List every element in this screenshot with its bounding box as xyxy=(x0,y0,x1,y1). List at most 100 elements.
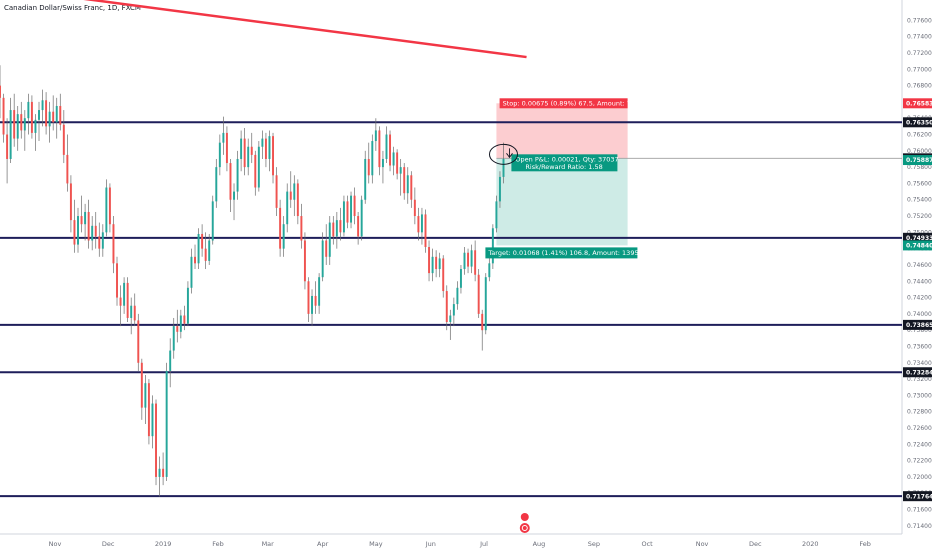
candle-down xyxy=(140,362,143,408)
x-tick-label: Apr xyxy=(317,540,329,548)
candle-up xyxy=(502,158,505,177)
candle-down xyxy=(467,252,470,267)
candle-up xyxy=(438,258,441,270)
candle-down xyxy=(126,282,129,318)
candle-up xyxy=(498,176,501,202)
candle-down xyxy=(325,240,328,257)
candle-down xyxy=(296,183,299,217)
event-marker-icon xyxy=(519,523,530,533)
candle-up xyxy=(9,110,12,159)
candle-down xyxy=(279,207,282,249)
candle-down xyxy=(69,183,72,221)
level-price-tag xyxy=(903,117,932,128)
candle-down xyxy=(424,214,427,248)
candle-down xyxy=(52,111,55,123)
candle-down xyxy=(229,163,232,200)
candle-up xyxy=(470,250,473,267)
price-tag-label: 0.76583 xyxy=(906,100,932,107)
candle-up xyxy=(233,191,235,200)
y-tick-label: 0.71400 xyxy=(907,523,932,530)
candle-down xyxy=(155,403,157,477)
candle-down xyxy=(435,256,438,270)
candle-down xyxy=(428,247,431,274)
candle-down xyxy=(307,281,310,314)
candle-up xyxy=(240,138,243,159)
candle-down xyxy=(477,274,480,314)
candle-up xyxy=(293,183,296,200)
candle-up xyxy=(449,315,452,323)
down-arrow-icon xyxy=(506,148,513,159)
highlight-ellipse xyxy=(489,143,519,165)
level-price-tag xyxy=(903,367,932,378)
candle-up xyxy=(335,220,338,237)
level-price-label: 0.73284 xyxy=(906,369,932,376)
price-tag xyxy=(903,98,932,109)
y-tick-label: 0.75400 xyxy=(907,197,932,204)
candle-up xyxy=(484,277,487,331)
candle-up xyxy=(190,256,193,288)
candle-down xyxy=(147,383,150,437)
target-zone xyxy=(496,158,628,246)
candle-up xyxy=(399,167,402,174)
candle-down xyxy=(204,248,207,261)
candle-up xyxy=(105,187,108,233)
x-tick-label: Aug xyxy=(533,540,546,548)
x-tick-label: Feb xyxy=(212,540,224,548)
candle-up xyxy=(236,158,239,192)
pnl-label-box xyxy=(511,154,618,172)
candle-up xyxy=(41,100,44,111)
candle-up xyxy=(130,305,133,318)
candle-down xyxy=(275,175,278,208)
candle-down xyxy=(176,326,179,332)
y-tick-label: 0.73000 xyxy=(907,392,932,399)
y-tick-label: 0.75800 xyxy=(907,164,932,171)
y-tick-label: 0.71600 xyxy=(907,507,932,514)
candle-up xyxy=(311,295,314,314)
candle-up xyxy=(55,105,58,123)
candle-down xyxy=(445,291,448,323)
candle-up xyxy=(247,146,250,168)
x-tick-label: Sep xyxy=(588,540,600,548)
y-tick-label: 0.74600 xyxy=(907,262,932,269)
candle-up xyxy=(268,136,271,159)
candle-down xyxy=(66,154,69,184)
candle-down xyxy=(243,138,246,168)
candle-down xyxy=(474,250,477,275)
price-tag xyxy=(903,155,932,166)
x-tick-label: 2019 xyxy=(155,540,172,548)
candle-down xyxy=(303,240,306,282)
candle-up xyxy=(488,263,491,278)
candle-down xyxy=(403,167,406,194)
candle-down xyxy=(133,305,136,321)
candle-up xyxy=(172,326,175,351)
rr-label: Risk/Reward Ratio: 1.58 xyxy=(525,163,602,171)
event-marker-icon xyxy=(521,525,528,531)
candle-up xyxy=(16,114,19,139)
candle-up xyxy=(374,130,377,142)
candle-down xyxy=(346,201,349,223)
candle-down xyxy=(413,199,416,217)
candle-down xyxy=(59,105,62,125)
candle-up xyxy=(385,134,388,159)
level-price-label: 0.71764 xyxy=(906,493,932,500)
candle-down xyxy=(116,263,118,298)
candle-up xyxy=(431,256,434,274)
y-tick-label: 0.75600 xyxy=(907,180,932,187)
candle-down xyxy=(87,211,90,241)
y-tick-label: 0.72200 xyxy=(907,458,932,465)
x-tick-label: Jun xyxy=(425,540,436,548)
candle-up xyxy=(48,111,51,127)
candle-down xyxy=(45,100,48,127)
candle-down xyxy=(353,195,356,217)
event-marker-icon xyxy=(520,513,529,521)
candle-down xyxy=(272,136,275,176)
candle-up xyxy=(459,269,462,288)
candle-down xyxy=(367,158,370,176)
candle-up xyxy=(215,167,218,202)
price-tag-label: 0.75887 xyxy=(906,157,932,164)
candle-up xyxy=(463,252,466,270)
candle-down xyxy=(410,175,413,200)
candle-down xyxy=(80,216,83,225)
candle-up xyxy=(208,240,211,261)
